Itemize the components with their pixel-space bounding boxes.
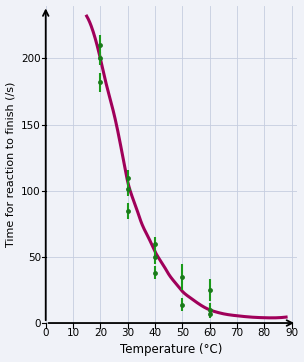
X-axis label: Temperature (°C): Temperature (°C): [120, 344, 223, 357]
Y-axis label: Time for reaction to finish (/s): Time for reaction to finish (/s): [5, 81, 16, 247]
